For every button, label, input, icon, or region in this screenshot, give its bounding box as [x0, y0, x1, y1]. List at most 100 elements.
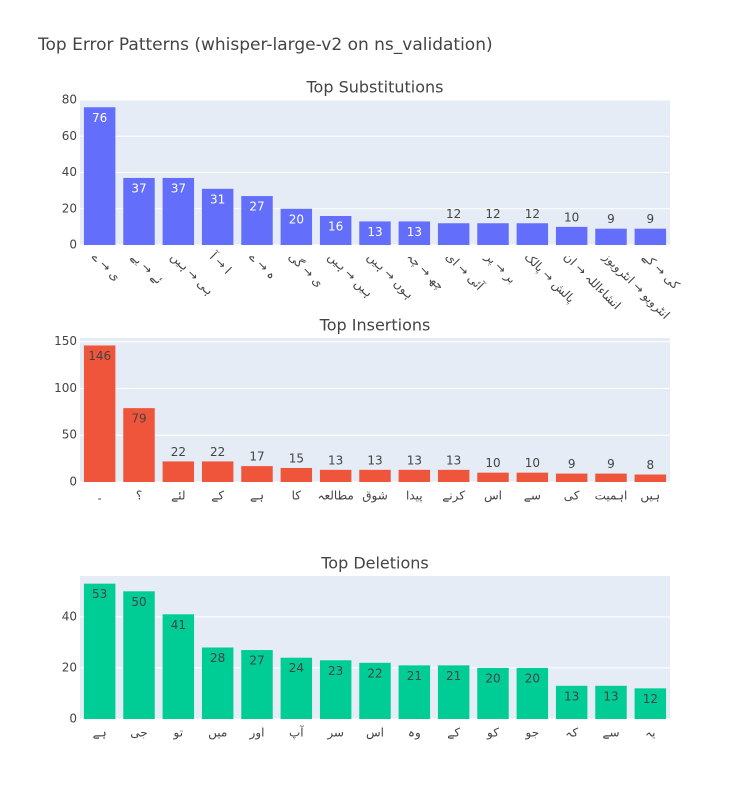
subplot-title: Top Insertions [319, 316, 431, 335]
bar [516, 472, 549, 482]
bar [83, 583, 116, 719]
x-tick-label: شوق [362, 489, 388, 504]
data-label: 8 [647, 458, 655, 472]
x-tick-label: کے [447, 726, 460, 740]
bar [398, 221, 431, 245]
bar [595, 228, 627, 245]
y-tick-label: 0 [69, 475, 77, 489]
bar [359, 469, 391, 482]
x-tick-label: تو [173, 726, 184, 741]
y-tick-label: 80 [62, 93, 77, 107]
data-label: 13 [328, 453, 343, 467]
subplot-title: Top Deletions [320, 554, 429, 573]
x-tick-label: ی → گی [286, 250, 326, 290]
x-tick-label: آپ [289, 725, 304, 740]
x-tick-label: لئے [171, 489, 185, 503]
y-tick-label: 50 [62, 428, 77, 442]
y-tick-label: 40 [62, 609, 77, 623]
x-tick-label: کو [486, 726, 499, 741]
data-label: 13 [407, 453, 422, 467]
y-tick-label: 20 [62, 660, 77, 674]
bar [280, 467, 313, 482]
bar [516, 223, 549, 245]
data-label: 13 [367, 453, 382, 467]
data-label: 13 [564, 689, 579, 703]
data-label: 50 [131, 595, 146, 609]
data-label: 22 [367, 666, 382, 680]
y-tick-label: 40 [62, 165, 77, 179]
x-tick-label: مطالعہ [317, 489, 353, 503]
data-label: 146 [88, 349, 111, 363]
data-label: 21 [407, 669, 422, 683]
x-tick-label: وہ [408, 726, 421, 741]
x-tick-label: کہ [565, 726, 578, 740]
x-tick-label: جو [525, 726, 540, 741]
data-label: 20 [485, 671, 500, 685]
bar [123, 177, 155, 245]
bar [398, 469, 431, 482]
data-label: 17 [249, 450, 264, 464]
data-label: 9 [647, 212, 655, 226]
chart-title: Top Error Patterns (whisper-large-v2 on … [37, 35, 493, 55]
bar [319, 660, 352, 719]
data-label: 41 [171, 618, 186, 632]
x-tick-label: ہے [93, 726, 107, 740]
y-tick-label: 0 [69, 238, 77, 252]
data-label: 22 [210, 445, 225, 459]
data-label: 13 [407, 225, 422, 239]
data-label: 12 [525, 207, 540, 221]
bar [83, 107, 116, 245]
data-label: 23 [328, 664, 343, 678]
x-tick-label: ئے → یے [128, 250, 165, 287]
x-tick-label: ی → ے [89, 250, 123, 284]
bar [123, 591, 155, 719]
data-label: 28 [210, 651, 225, 665]
bar [437, 223, 470, 245]
data-label: 13 [603, 689, 618, 703]
x-tick-label: سے [524, 489, 541, 503]
plot-area [80, 338, 670, 482]
x-tick-label: ہے [250, 489, 264, 503]
x-tick-label: ہ → ے [246, 250, 278, 282]
data-label: 16 [328, 220, 343, 234]
data-label: 21 [446, 669, 461, 683]
bar [280, 208, 313, 245]
bar [516, 667, 549, 719]
bar [634, 228, 667, 245]
x-tick-label: انٹرویو → انٹرویوز [599, 249, 673, 323]
data-label: 76 [92, 111, 107, 125]
data-label: 53 [92, 587, 107, 601]
x-tick-label: اس [484, 489, 502, 504]
data-label: 15 [289, 451, 304, 465]
data-label: 27 [249, 654, 264, 668]
bar [201, 647, 234, 719]
subplot-title: Top Substitutions [306, 78, 444, 97]
data-label: 9 [607, 212, 615, 226]
x-tick-label: ۔ [96, 489, 103, 503]
x-tick-label: اس [366, 726, 384, 741]
data-label: 13 [446, 453, 461, 467]
bar [634, 688, 667, 719]
bar [437, 665, 470, 719]
bar [83, 345, 116, 482]
x-tick-label: کرنے [442, 489, 465, 504]
bar [359, 221, 391, 245]
data-label: 20 [289, 212, 304, 226]
y-tick-label: 150 [54, 334, 77, 348]
data-label: 20 [525, 671, 540, 685]
x-tick-label: کا [292, 489, 302, 503]
data-label: 22 [171, 445, 186, 459]
data-label: 27 [249, 200, 264, 214]
data-label: 37 [131, 181, 146, 195]
data-label: 13 [367, 225, 382, 239]
y-tick-label: 60 [62, 129, 77, 143]
x-tick-label: ہیں [640, 489, 660, 504]
x-tick-label: آئی → ای [443, 249, 487, 293]
bar [595, 473, 627, 482]
x-tick-label: اور [249, 726, 265, 741]
y-tick-label: 100 [54, 381, 77, 395]
data-label: 12 [446, 207, 461, 221]
y-tick-label: 0 [69, 712, 77, 726]
bar [162, 461, 195, 482]
